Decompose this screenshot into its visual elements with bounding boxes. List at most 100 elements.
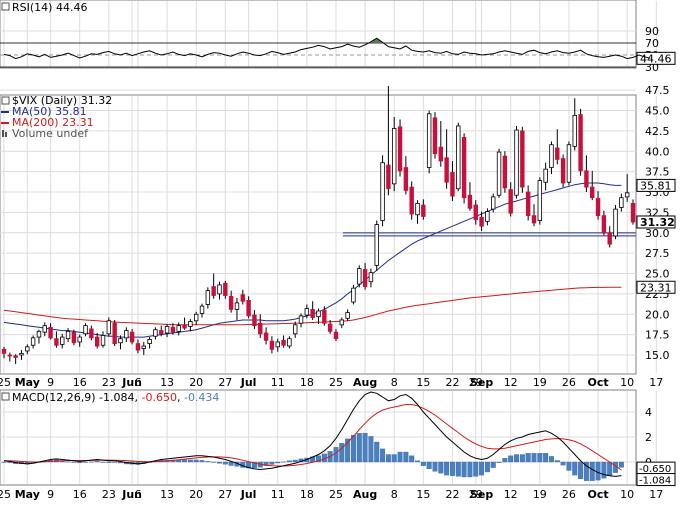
candle-40 — [234, 297, 240, 320]
candle-body-33 — [193, 313, 199, 322]
x-price-label-19: Sep — [470, 376, 493, 389]
macd-bar-94 — [548, 456, 554, 463]
candle-55 — [322, 306, 327, 326]
candle-body-22 — [129, 331, 135, 343]
x-macd-label-4: 23 — [102, 488, 116, 501]
price-grid — [0, 89, 657, 373]
candle-body-36 — [211, 286, 216, 296]
x-price-label-14: Aug — [353, 376, 377, 389]
legend-item-2: MA(200) 23.31 — [1, 116, 94, 129]
macd-series — [3, 391, 622, 477]
candle-body-67 — [392, 128, 397, 185]
macd-bar-54 — [316, 455, 321, 463]
candle-body-79 — [461, 136, 467, 199]
x-price-label-8: 20 — [189, 376, 203, 389]
candle-body-7 — [42, 325, 47, 333]
candle-14 — [83, 323, 88, 337]
rsi-tick-70: 70 — [645, 37, 659, 50]
candle-body-10 — [60, 336, 65, 345]
candle-body-9 — [54, 338, 59, 346]
candle-102 — [595, 191, 601, 220]
candle-28 — [164, 324, 170, 338]
macd-bar-49 — [286, 460, 292, 463]
candle-body-15 — [89, 328, 94, 339]
price-marker-label-1: 31.32 — [640, 216, 675, 229]
candle-23 — [135, 339, 141, 354]
macd-bar-63 — [368, 436, 374, 463]
candle-body-61 — [357, 268, 362, 285]
macd-bar-84 — [490, 461, 496, 468]
candle-body-99 — [578, 114, 583, 172]
x-macd-label-22: 26 — [562, 488, 576, 501]
macd-bar-90 — [525, 453, 531, 463]
candle-body-1 — [7, 354, 13, 357]
price-marker-box-0 — [636, 178, 676, 192]
candle-94 — [549, 141, 554, 175]
macd-bar-33 — [193, 459, 199, 463]
macd-bar-35 — [205, 461, 211, 463]
candle-body-94 — [549, 144, 554, 168]
candle-92 — [537, 177, 543, 225]
candle-body-27 — [159, 330, 164, 335]
candle-body-12 — [71, 331, 77, 344]
macd-bar-104 — [607, 461, 613, 476]
candle-1 — [7, 352, 13, 362]
candle-body-43 — [252, 314, 257, 327]
candle-104 — [607, 226, 612, 248]
macd-bar-91 — [531, 453, 537, 463]
candle-17 — [100, 331, 106, 348]
candle-body-34 — [199, 305, 205, 314]
macd-bar-38 — [222, 461, 228, 465]
candle-body-44 — [258, 322, 263, 335]
macd-bar-12 — [71, 461, 77, 463]
macd-bar-15 — [88, 461, 94, 463]
macd-axis: 420 — [645, 406, 652, 469]
candle-48 — [281, 335, 286, 348]
candle-36 — [211, 273, 216, 299]
macd-bar-103 — [601, 461, 607, 479]
rsi-value-marker — [636, 51, 676, 65]
candle-body-95 — [555, 147, 560, 160]
candle-body-60 — [351, 287, 356, 303]
price-axis: 15.017.520.022.525.027.530.032.535.037.5… — [645, 84, 670, 362]
candle-98 — [572, 98, 577, 151]
x-macd-label-17: 22 — [445, 488, 459, 501]
candle-62 — [362, 262, 368, 290]
candle-body-81 — [473, 204, 478, 221]
candle-68 — [397, 119, 403, 177]
macd-bar-83 — [484, 461, 490, 473]
candle-5 — [30, 335, 36, 349]
candle-91 — [531, 204, 537, 227]
candle-82 — [479, 211, 484, 232]
macd-bar-80 — [467, 461, 473, 478]
candle-76 — [444, 129, 449, 189]
candle-3 — [19, 350, 24, 360]
candle-33 — [193, 311, 199, 325]
x-price-label-18: 29 — [469, 376, 483, 389]
legend-icon-price — [1, 96, 10, 105]
candle-body-49 — [287, 338, 292, 347]
candle-50 — [292, 321, 298, 338]
macd-marker-label-1: -1.084 — [639, 476, 671, 487]
x-macd-label-21: 19 — [533, 488, 547, 501]
x-macd-label-15: 8 — [391, 488, 398, 501]
candle-73 — [426, 110, 432, 174]
candle-body-82 — [479, 216, 484, 227]
candle-body-41 — [240, 294, 245, 302]
candle-16 — [94, 332, 100, 349]
candle-77 — [450, 161, 455, 201]
x-macd-label-14: Aug — [353, 488, 377, 501]
price-marker-label-2: 23.31 — [640, 281, 672, 294]
candle-25 — [147, 337, 152, 349]
macd-label: MACD(12,26,9) -1.084, -0.650, -0.434 — [12, 391, 219, 404]
macd-marker-label-0: -0.650 — [639, 464, 671, 475]
macd-bar-65 — [380, 448, 386, 463]
macd-bar-14 — [83, 461, 89, 463]
x-macd-label-24: 10 — [620, 488, 634, 501]
candle-106 — [619, 193, 624, 212]
candle-body-77 — [450, 172, 455, 197]
candle-65 — [380, 155, 385, 227]
candle-58 — [339, 317, 345, 329]
